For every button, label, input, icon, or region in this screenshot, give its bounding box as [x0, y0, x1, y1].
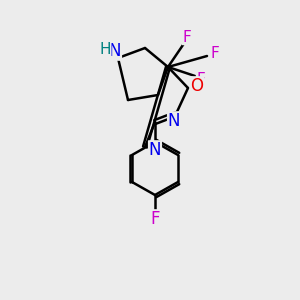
Text: N: N [149, 141, 161, 159]
Text: O: O [190, 77, 203, 95]
Text: F: F [150, 210, 160, 228]
Text: N: N [168, 112, 180, 130]
Text: F: F [211, 46, 219, 62]
Text: N: N [109, 42, 121, 60]
Text: F: F [183, 29, 191, 44]
Text: H: H [99, 43, 111, 58]
Text: F: F [196, 73, 206, 88]
